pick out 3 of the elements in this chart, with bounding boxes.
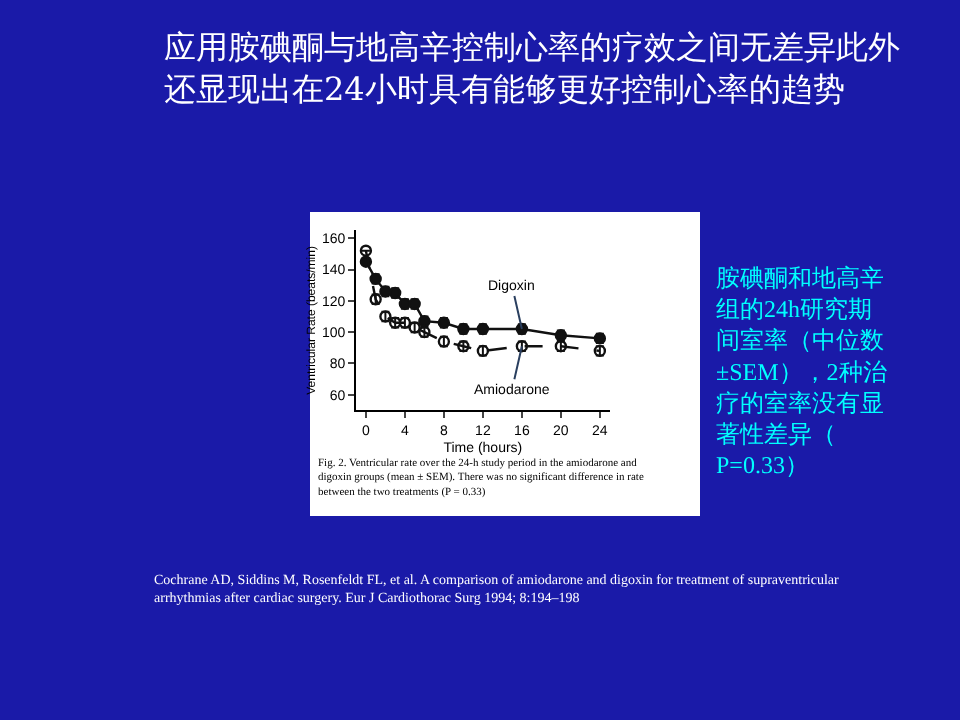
- point: [359, 244, 373, 257]
- chart-title: 应用胺碘酮与地高辛控制心率的疗效之间无差异此外还显现出在24小时具有能够更好控制心率的趋势: [164, 28, 900, 108]
- text: 胺碘酮和地高辛组的24h研究期间室率（中位数±SEM），2种治疗的室率没有显著性差异（P=0.33）: [716, 264, 887, 480]
